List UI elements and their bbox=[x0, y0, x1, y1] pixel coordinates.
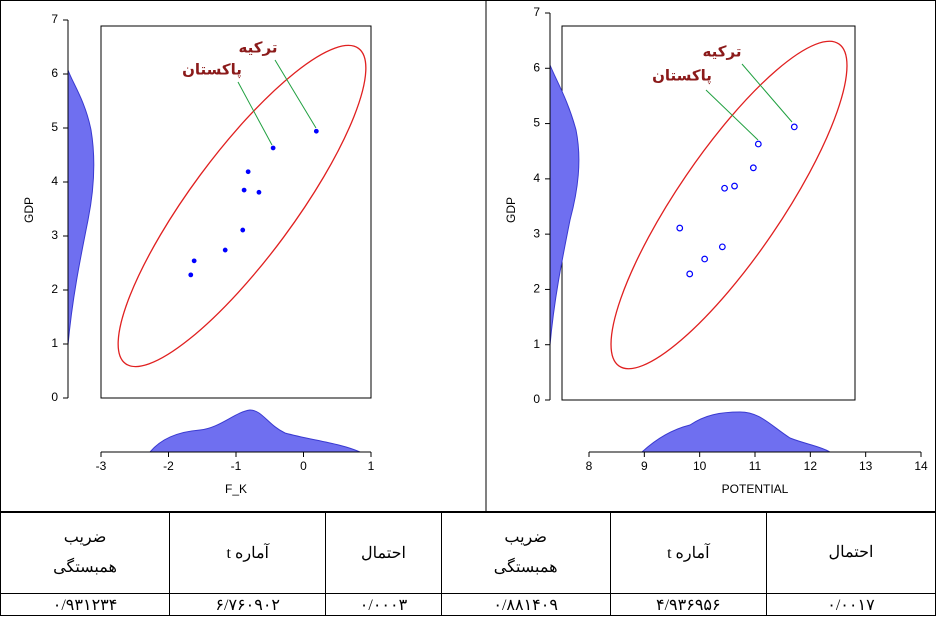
annotation: ترکیه bbox=[239, 39, 278, 57]
point bbox=[701, 255, 709, 263]
annotation-leader bbox=[705, 89, 759, 141]
annotation: ترکیه bbox=[703, 43, 742, 61]
cell: ۰/۸۸۱۴۰۹ bbox=[440, 593, 611, 616]
y-tick-label: 4 bbox=[51, 174, 58, 188]
annotation-leader bbox=[237, 81, 273, 146]
plot-box bbox=[100, 25, 372, 399]
annotation-leader bbox=[274, 59, 317, 129]
x-tick-label: -2 bbox=[163, 459, 174, 473]
x-tick-label: 13 bbox=[859, 459, 873, 473]
point bbox=[188, 272, 194, 278]
confidence-ellipse bbox=[117, 44, 367, 368]
density bbox=[549, 64, 580, 346]
y-tick-label: 0 bbox=[533, 392, 540, 406]
header-text: ضریب همبستگی bbox=[53, 529, 117, 576]
header-cell: ضریب همبستگی bbox=[0, 512, 171, 594]
annotation-leader bbox=[741, 63, 793, 123]
point bbox=[191, 258, 197, 264]
point bbox=[676, 224, 684, 232]
density bbox=[148, 409, 361, 453]
y-tick-label: 5 bbox=[533, 116, 540, 130]
y-axis-label: GDP bbox=[22, 197, 36, 223]
point bbox=[270, 145, 276, 151]
annotation: پاکستان bbox=[182, 61, 242, 80]
header-text: احتمال bbox=[828, 544, 874, 561]
header-text: احتمال bbox=[361, 545, 406, 562]
data-row: ۰/۰۰۱۷ ۴/۹۳۶۹۵۶ ۰/۸۸۱۴۰۹ ۰/۰۰۰۳ ۶/۷۶۰۹۰۲… bbox=[0, 593, 936, 616]
point bbox=[240, 227, 246, 233]
point bbox=[313, 128, 319, 134]
point bbox=[256, 189, 262, 195]
y-tick-label: 6 bbox=[533, 60, 540, 74]
point bbox=[754, 140, 762, 148]
x-tick-label: -3 bbox=[96, 459, 107, 473]
y-tick-label: 4 bbox=[533, 171, 540, 185]
header-cell: آماره t bbox=[169, 512, 327, 594]
figure-border bbox=[0, 0, 936, 512]
y-tick-label: 0 bbox=[51, 390, 58, 404]
x-tick-label: 10 bbox=[693, 459, 707, 473]
density bbox=[67, 69, 95, 346]
y-tick-label: 1 bbox=[533, 337, 540, 351]
point bbox=[222, 247, 228, 253]
header-cell: احتمال bbox=[325, 512, 442, 594]
x-tick-label: -1 bbox=[231, 459, 242, 473]
y-tick-label: 5 bbox=[51, 120, 58, 134]
y-tick-label: 1 bbox=[51, 336, 58, 350]
cell: ۴/۹۳۶۹۵۶ bbox=[609, 593, 767, 616]
header-cell: آماره t bbox=[609, 512, 767, 594]
cell: ۰/۹۳۱۲۳۴ bbox=[0, 593, 171, 616]
point bbox=[721, 184, 728, 192]
x-tick-label: 11 bbox=[749, 459, 762, 473]
header-text: آماره t bbox=[226, 545, 269, 562]
point bbox=[241, 187, 247, 193]
x-tick-label: 8 bbox=[586, 459, 593, 473]
x-axis-label: F_K bbox=[225, 482, 247, 496]
point bbox=[790, 123, 798, 131]
point bbox=[749, 164, 757, 172]
x-tick-label: 14 bbox=[914, 459, 928, 473]
y-tick-label: 6 bbox=[51, 66, 58, 80]
x-tick-label: 1 bbox=[368, 459, 375, 473]
x-tick-label: 0 bbox=[300, 459, 307, 473]
header-cell: احتمال bbox=[765, 512, 936, 594]
y-tick-label: 3 bbox=[51, 228, 58, 242]
y-tick-label: 3 bbox=[533, 226, 540, 240]
point bbox=[686, 270, 694, 278]
header-cell: ضریب همبستگی bbox=[440, 512, 611, 594]
x-tick-label: 9 bbox=[641, 459, 648, 473]
x-tick-label: 12 bbox=[804, 459, 818, 473]
cell: ۶/۷۶۰۹۰۲ bbox=[169, 593, 327, 616]
x-axis-label: POTENTIAL bbox=[722, 482, 789, 496]
cell: ۰/۰۰۰۳ bbox=[325, 593, 442, 616]
point bbox=[718, 243, 726, 251]
cell: ۰/۰۰۱۷ bbox=[765, 593, 936, 616]
y-axis-label: GDP bbox=[504, 197, 518, 223]
point bbox=[731, 182, 738, 190]
y-tick-label: 2 bbox=[51, 282, 58, 296]
point bbox=[245, 169, 251, 175]
y-tick-label: 2 bbox=[533, 282, 540, 296]
header-text: ضریب همبستگی bbox=[493, 529, 558, 576]
y-tick-label: 7 bbox=[51, 12, 58, 26]
y-tick-label: 7 bbox=[533, 5, 540, 19]
confidence-ellipse bbox=[610, 40, 848, 370]
annotation: پاکستان bbox=[652, 67, 712, 86]
header-row: احتمال آماره t ضریب همبستگی احتمال آماره… bbox=[0, 512, 936, 594]
results-table: احتمال آماره t ضریب همبستگی احتمال آماره… bbox=[0, 512, 936, 616]
header-text: آماره t bbox=[667, 545, 710, 562]
density bbox=[640, 411, 832, 453]
